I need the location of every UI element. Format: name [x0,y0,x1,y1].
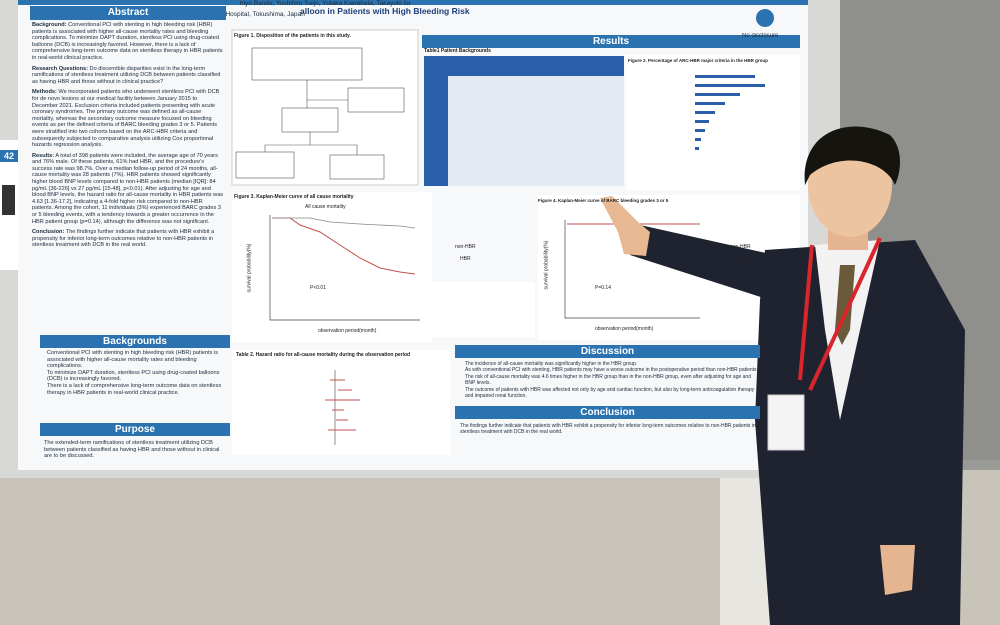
axis-label: survival probability(%) [543,240,550,290]
km-hbr [272,217,416,275]
axis-label: observation period(month) [595,326,654,332]
risk-table [425,282,535,337]
table-head [424,56,624,76]
fig2-bars [695,75,765,150]
abstract-paragraph: Background: Conventional PCI with stenti… [32,22,224,62]
abstract-paragraph: Results: A total of 398 patients were in… [32,153,224,226]
forest-lines [325,379,360,431]
km-axes [564,220,700,319]
legend-label: non-HBR [455,244,476,250]
abstract-label: Results: [32,152,55,159]
backgrounds-text: Conventional PCI with stenting in high b… [40,350,230,420]
poster-banner [18,0,808,5]
legend-label: HBR [735,256,746,262]
abstract-body: A total of 398 patients were included, t… [32,152,224,225]
table-1 [424,56,624,186]
km-non-hbr [272,217,416,229]
figure-caption: Figure 3. Kaplan-Meier curve of all caus… [234,194,354,200]
suit-jacket [755,240,965,625]
bullet: The incidence of all-cause mortality was… [465,361,758,367]
km-axes [269,215,420,321]
abstract-text: Background: Conventional PCI with stenti… [32,22,224,334]
bullet: There is a lack of comprehensive long-te… [47,383,230,396]
abstract-label: Conclusion: [32,229,65,236]
abstract-body: Conventional PCI with stenting in high b… [32,22,223,61]
figure-caption: Figure 1. Disposition of the patients in… [234,33,351,39]
legend-label: HBR [460,256,471,262]
abstract-label: Background: [32,22,67,28]
figure-subtitle: All cause mortality [305,204,346,210]
lanyard [798,237,882,391]
section-heading: Backgrounds [40,335,230,348]
section-heading: Abstract [30,6,226,20]
legend-label: non-HBR [730,244,751,250]
abstract-body: The findings further indicate that patie… [32,229,215,249]
figure-1 [231,29,419,186]
p-value: P<0.01 [310,285,326,291]
figure-caption: Table 2. Hazard ratio for all-cause mort… [236,352,411,358]
p-value: P=0.14 [595,285,611,291]
bullet: Conventional PCI with stenting in high b… [47,350,230,370]
authors: hiyo Bando, Yoshihiro Saijo, Yutaka Kawa… [240,0,410,7]
figure-3 [232,192,432,342]
table-col [424,76,448,186]
discussion-text: The incidence of all-cause mortality was… [458,361,758,403]
abstract-label: Methods: [32,89,57,96]
bullet: To minimize DAPT duration, stentless PCI… [47,370,230,383]
hair [804,126,900,185]
results-bar [422,35,800,48]
disclosure: No disclosure [742,33,779,39]
poster-title: alloon in Patients with High Bleeding Ri… [300,6,470,16]
bullet: As with conventional PCI with stenting, … [465,367,758,373]
section-heading: Purpose [40,423,230,436]
section-heading: Discussion [455,345,760,358]
figure-caption: Figure 4. Kaplan-Meier curve of BARC ble… [538,198,669,203]
abstract-label: Research Questions: [32,65,88,72]
logo [756,9,774,27]
abstract-body: Do discernible disparities exist in the … [32,65,221,85]
figure-caption: Table1 Patient Backgrounds [424,48,491,54]
qr-code [2,185,15,215]
abstract-paragraph: Conclusion: The findings further indicat… [32,229,224,249]
arm [630,225,775,300]
table-2 [232,350,450,455]
side-tag: 42 [0,150,18,162]
axis-label: survival probability(%) [246,243,253,293]
abstract-paragraph: Research Questions: Do discernible dispa… [32,66,224,86]
bullet: The risk of all-cause mortality was 4.6 … [465,374,758,387]
hand [880,545,915,595]
section-heading: Conclusion [455,406,760,419]
flow-arrows [264,80,358,155]
hand [600,196,650,256]
axis-label: observation period(month) [318,328,377,334]
name-badge [767,394,805,451]
figure-caption: Figure 2. Percentage of ARC-HBR major cr… [628,58,768,63]
abstract-body: We incorporated patients who underwent s… [32,89,220,149]
conclusion-text: The findings further indicate that patie… [460,423,756,436]
bullet: The outcome of patients with HBR was aff… [465,387,758,400]
abstract-paragraph: Methods: We incorporated patients who un… [32,89,224,148]
section-heading: Results [592,36,630,47]
purpose-text: The extended-term ramifications of stent… [44,440,220,460]
